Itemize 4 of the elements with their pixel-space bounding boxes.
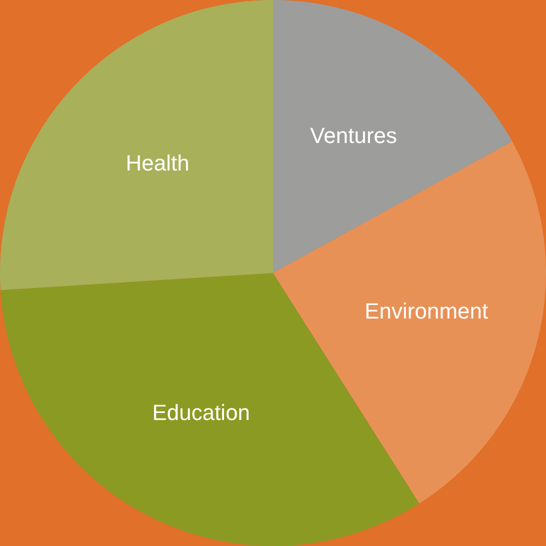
slice-label: Environment <box>364 298 488 324</box>
slice-label: Education <box>152 400 250 426</box>
slice-label: Ventures <box>310 122 398 148</box>
slice-label: Health <box>126 150 190 176</box>
